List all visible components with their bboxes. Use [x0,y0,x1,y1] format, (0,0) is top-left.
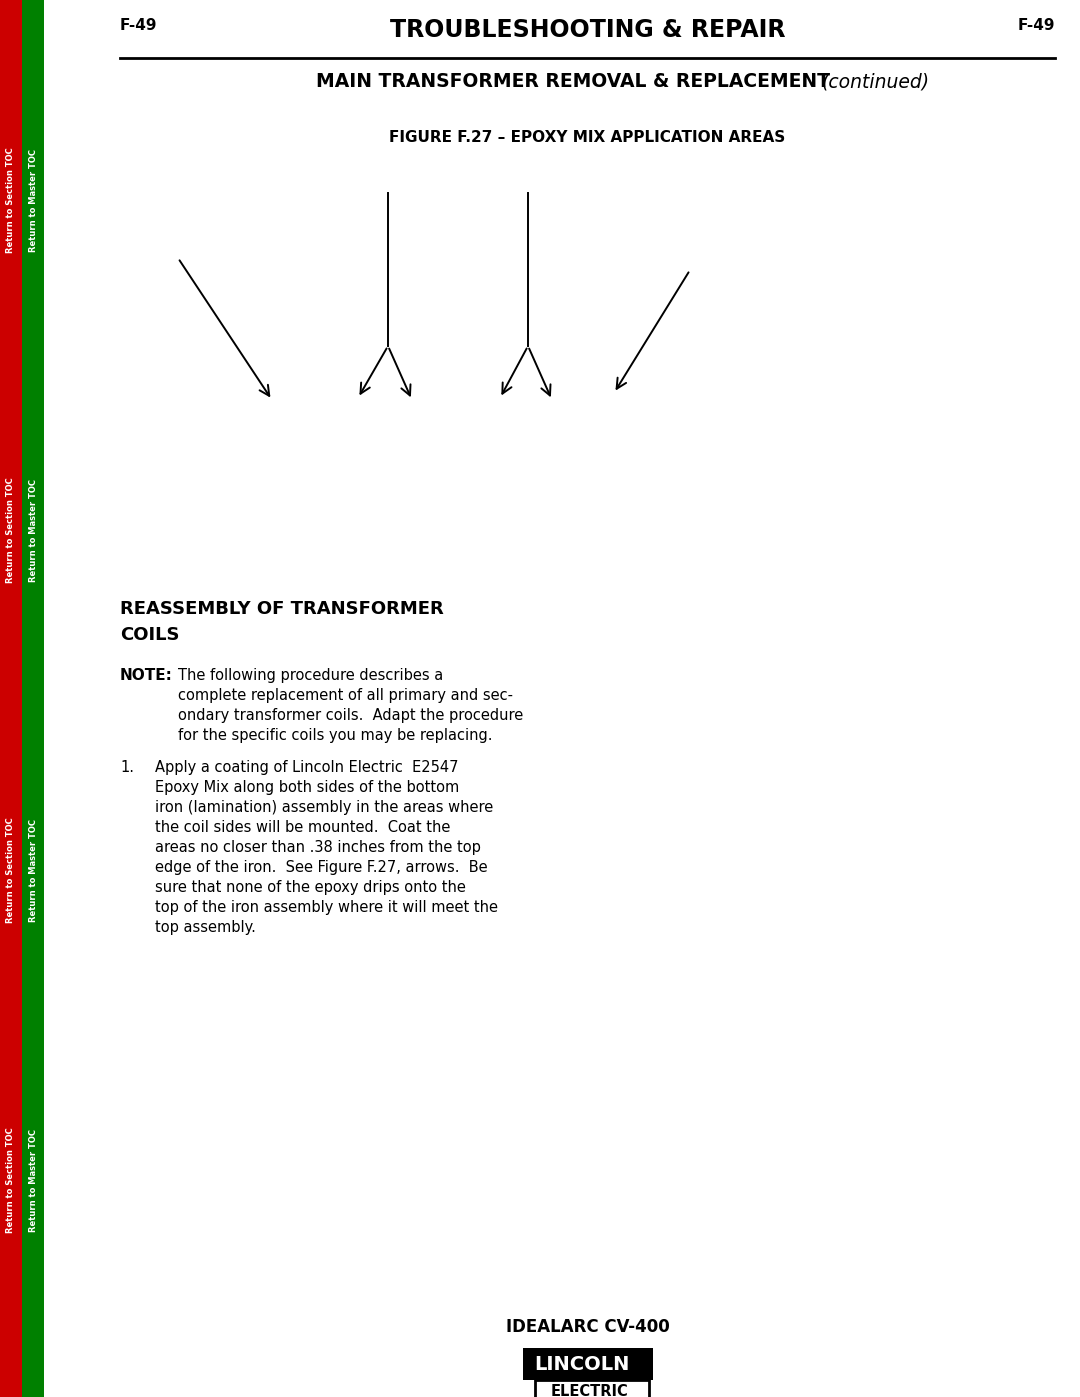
Text: Return to Section TOC: Return to Section TOC [6,478,15,583]
Text: The following procedure describes a: The following procedure describes a [178,668,443,683]
Text: top assembly.: top assembly. [156,921,256,935]
Text: Return to Master TOC: Return to Master TOC [28,819,38,922]
Text: areas no closer than .38 inches from the top: areas no closer than .38 inches from the… [156,840,481,855]
Text: top of the iron assembly where it will meet the: top of the iron assembly where it will m… [156,900,498,915]
Text: sure that none of the epoxy drips onto the: sure that none of the epoxy drips onto t… [156,880,465,895]
Text: MAIN TRANSFORMER REMOVAL & REPLACEMENT: MAIN TRANSFORMER REMOVAL & REPLACEMENT [315,73,829,91]
Text: IDEALARC CV-400: IDEALARC CV-400 [505,1317,670,1336]
Text: Return to Master TOC: Return to Master TOC [28,1129,38,1232]
Text: Return to Master TOC: Return to Master TOC [28,479,38,581]
Text: F-49: F-49 [120,18,158,34]
Text: Return to Master TOC: Return to Master TOC [28,148,38,251]
Text: ®: ® [639,1348,649,1358]
Text: TROUBLESHOOTING & REPAIR: TROUBLESHOOTING & REPAIR [390,18,785,42]
Text: Apply a coating of Lincoln Electric  E2547: Apply a coating of Lincoln Electric E254… [156,760,459,775]
Bar [535,1380,648,1397]
Text: COILS: COILS [120,626,179,644]
Text: F-49: F-49 [1017,18,1055,34]
Bar [22,0,44,1397]
Text: LINCOLN: LINCOLN [534,1355,630,1373]
Text: Return to Section TOC: Return to Section TOC [6,147,15,253]
Text: edge of the iron.  See Figure F.27, arrows.  Be: edge of the iron. See Figure F.27, arrow… [156,861,488,875]
Text: NOTE:: NOTE: [120,668,173,683]
Text: REASSEMBLY OF TRANSFORMER: REASSEMBLY OF TRANSFORMER [120,599,444,617]
Text: complete replacement of all primary and sec-: complete replacement of all primary and … [178,687,513,703]
Text: Return to Section TOC: Return to Section TOC [6,817,15,923]
Text: (continued): (continued) [822,73,930,91]
Text: the coil sides will be mounted.  Coat the: the coil sides will be mounted. Coat the [156,820,450,835]
Text: for the specific coils you may be replacing.: for the specific coils you may be replac… [178,728,492,743]
Text: ELECTRIC: ELECTRIC [551,1384,629,1397]
Text: FIGURE F.27 – EPOXY MIX APPLICATION AREAS: FIGURE F.27 – EPOXY MIX APPLICATION AREA… [390,130,785,145]
Bar [0,0,22,1397]
Text: iron (lamination) assembly in the areas where: iron (lamination) assembly in the areas … [156,800,494,814]
Text: 1.: 1. [120,760,134,775]
Bar [523,1348,652,1380]
Text: Return to Section TOC: Return to Section TOC [6,1127,15,1234]
Text: ondary transformer coils.  Adapt the procedure: ondary transformer coils. Adapt the proc… [178,708,523,724]
Text: Epoxy Mix along both sides of the bottom: Epoxy Mix along both sides of the bottom [156,780,459,795]
